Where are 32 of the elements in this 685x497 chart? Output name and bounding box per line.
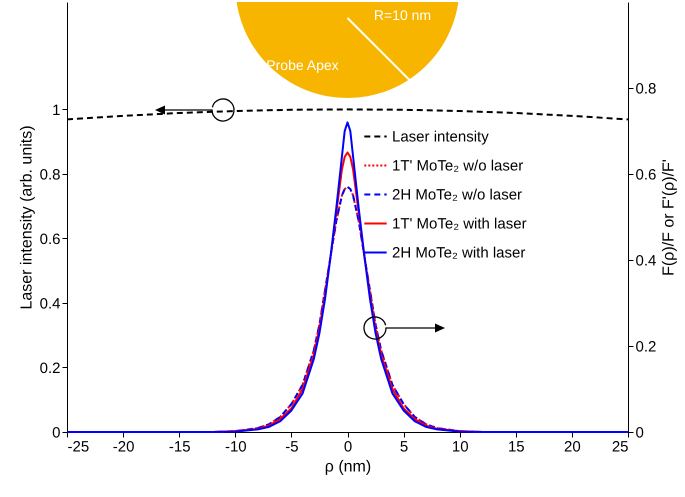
y2-tick-label: 0.6 [636, 166, 656, 184]
x-tick-label: -20 [112, 438, 134, 456]
x-tick-label: 10 [452, 438, 469, 456]
y-axis-title: Laser intensity (arb. units) [18, 125, 36, 310]
x-axis-title: ρ (nm) [324, 458, 372, 476]
y2-tick-label: 0.8 [636, 80, 656, 98]
y2-tick-label: 0.2 [636, 338, 656, 356]
legend-label: Laser intensity [392, 128, 490, 146]
y-tick-label: 0.4 [40, 295, 60, 312]
x-tick-label: -5 [285, 438, 299, 456]
x-tick-label: -15 [168, 438, 191, 456]
annotation: R=10 nm [374, 7, 432, 23]
legend-label: 1T' MoTe₂ with laser [392, 216, 527, 232]
x-tick-label: 20 [564, 438, 581, 456]
x-tick-label: 15 [508, 438, 525, 456]
y2-axis-title: F(ρ)/F or F'(ρ)/F' [660, 159, 678, 276]
x-tick-label: 25 [612, 438, 628, 456]
annotation: Probe Apex [266, 57, 339, 73]
y-tick-label: 0.6 [40, 230, 60, 248]
legend-label: 2H MoTe₂ with laser [392, 244, 526, 262]
y-tick-label: 1 [52, 102, 60, 119]
x-tick-label: 5 [400, 438, 408, 456]
y2-tick-label: 0.4 [636, 252, 656, 270]
x-tick-label: 0 [344, 438, 352, 456]
y-tick-label: 0.8 [40, 166, 60, 184]
legend-label: 1T' MoTe₂ w/o laser [392, 158, 524, 174]
y2-tick-label: 0 [636, 424, 644, 442]
y-tick-label: 0 [52, 424, 60, 442]
legend-label: 2H MoTe₂ w/o laser [392, 186, 522, 204]
y-tick-label: 0.2 [40, 360, 60, 377]
x-tick-label: -25 [68, 438, 90, 456]
x-tick-label: -10 [224, 438, 247, 456]
